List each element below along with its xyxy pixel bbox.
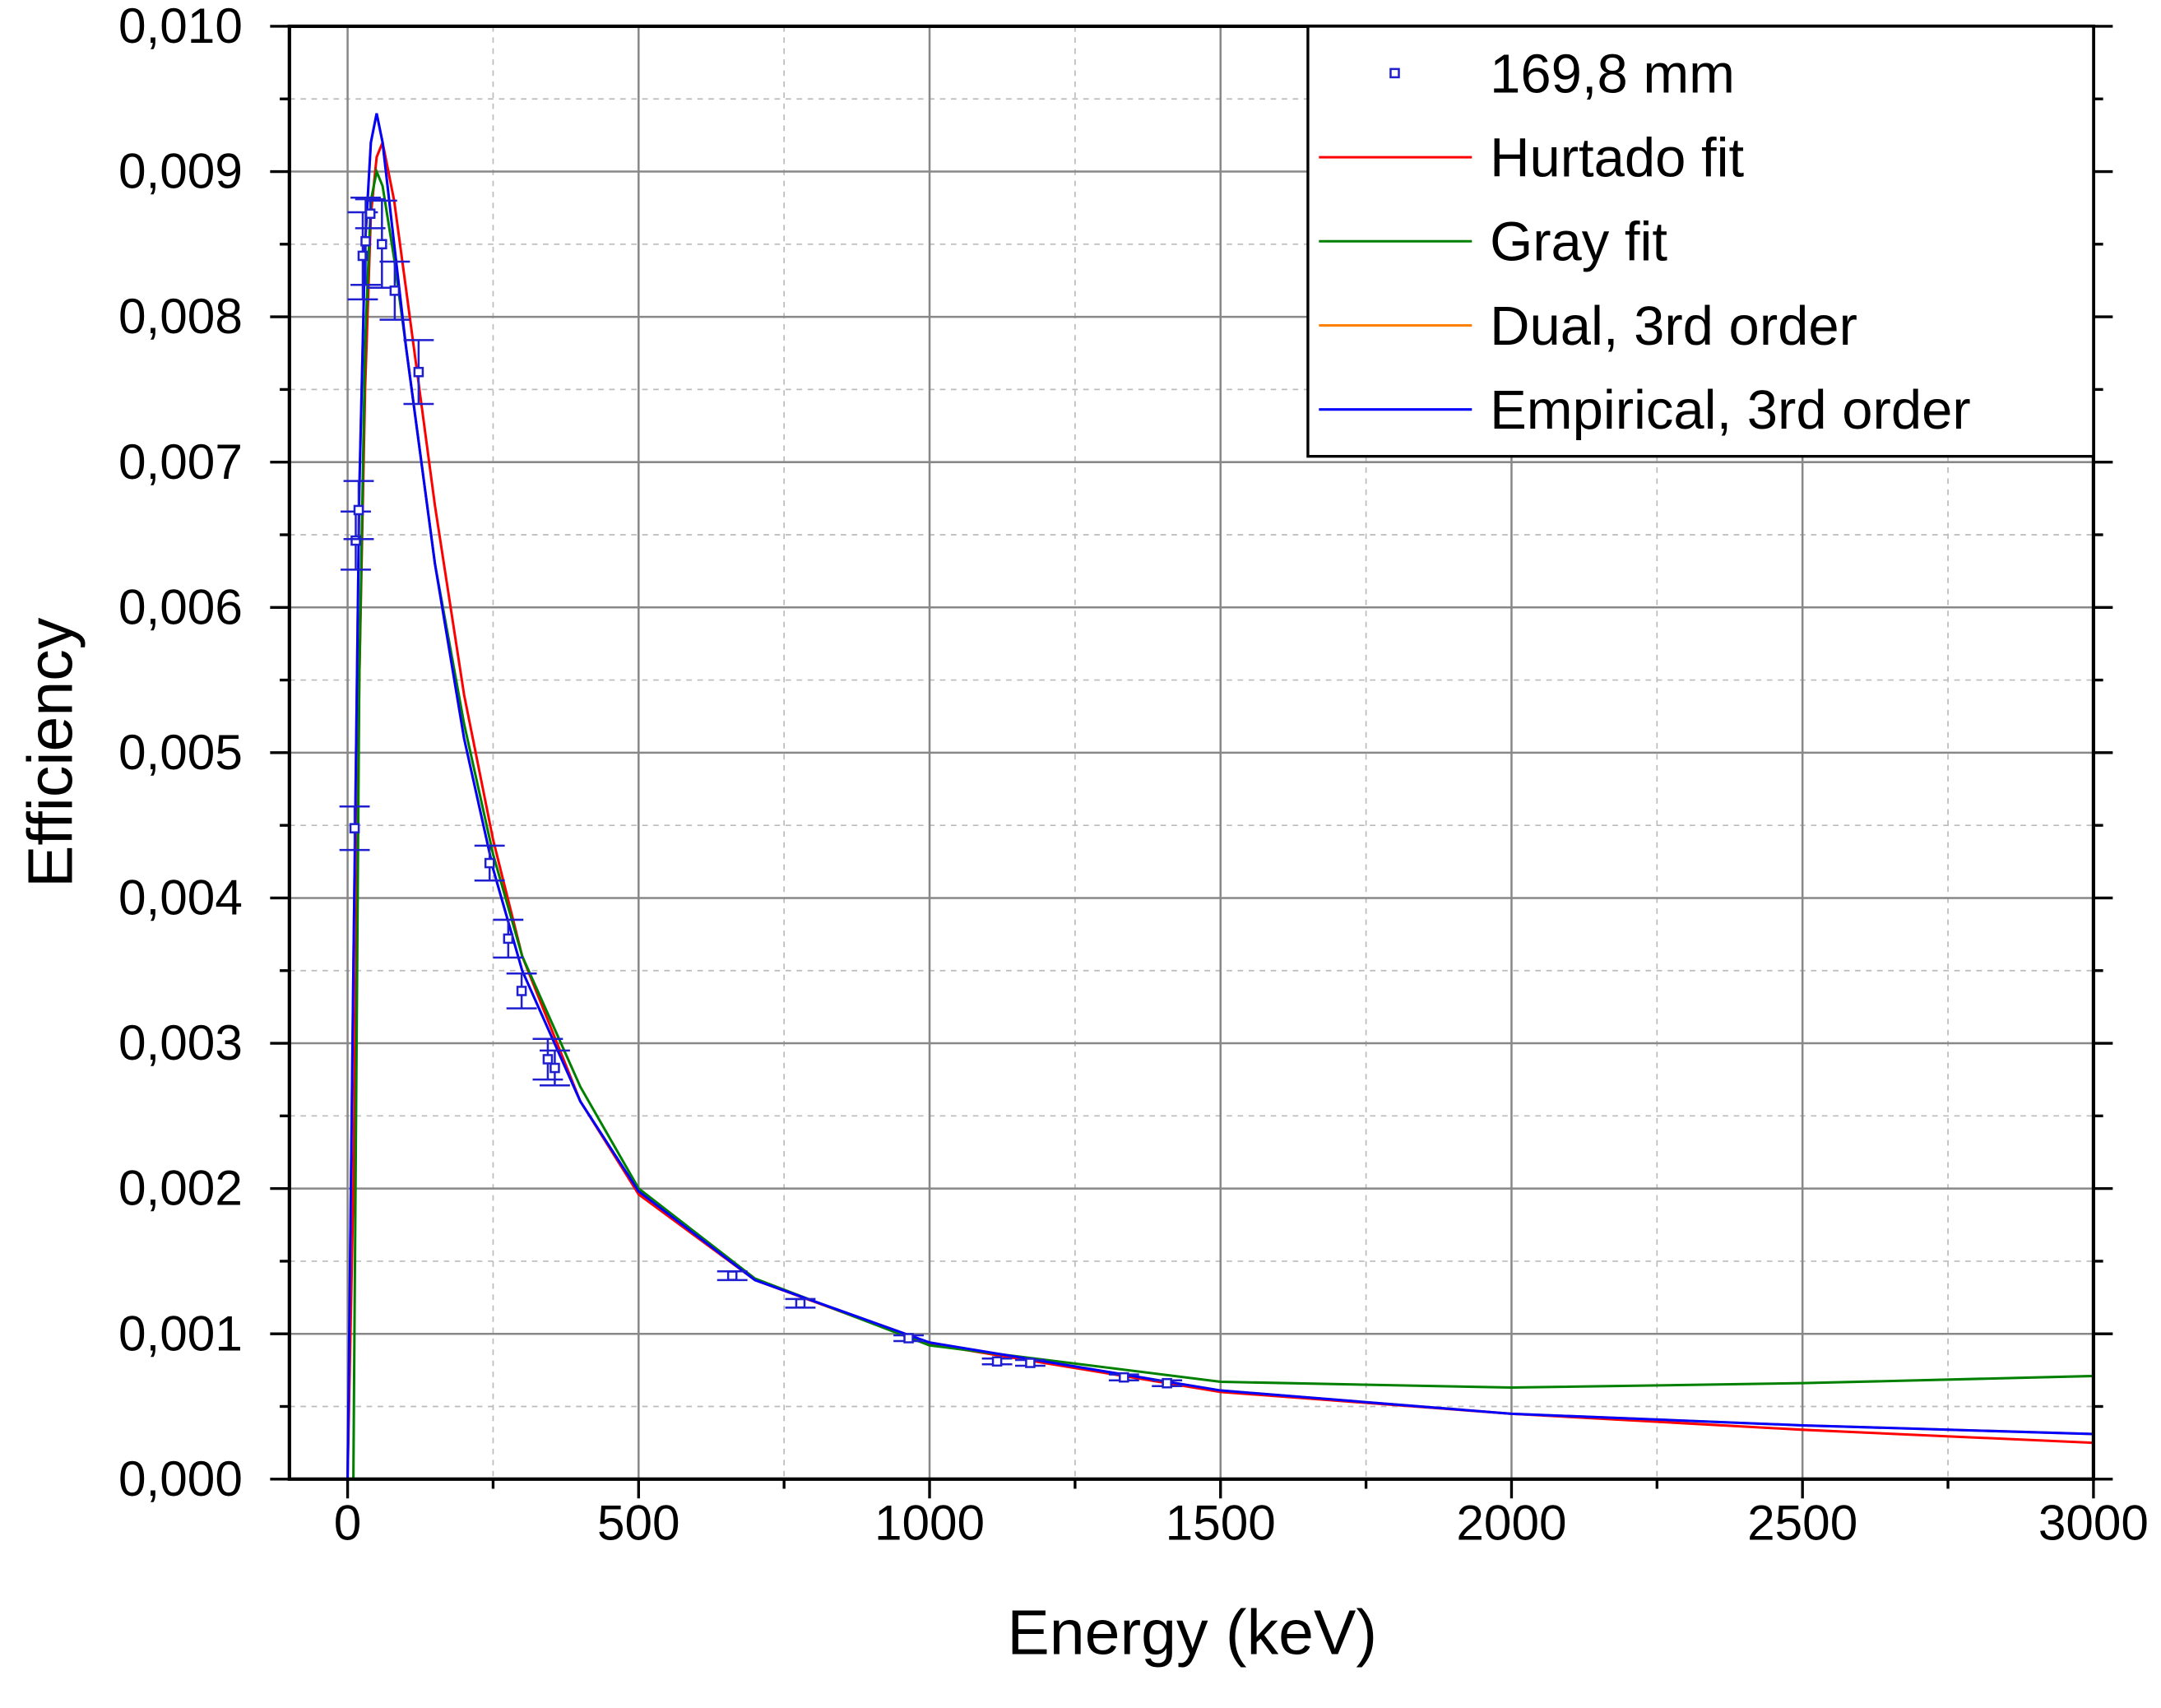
y-tick-label: 0,009 [118,143,243,199]
data-point [355,197,386,230]
data-point [347,211,378,301]
plot-frame [287,24,2096,1481]
data-point [1152,1377,1183,1389]
point-marker [364,208,376,220]
legend-label: Gray fit [1490,211,1667,273]
y-tick-label: 0,005 [118,724,243,780]
point-marker [349,823,360,833]
data-point [493,918,524,959]
data-point [403,339,434,406]
point-marker [516,986,527,996]
legend-label: Dual, 3rd order [1490,295,1857,357]
x-tick-label: 2000 [1456,1495,1566,1551]
y-tick-label: 0,003 [118,1014,243,1070]
data-point [341,510,371,571]
legend-label: 169,8 mm [1490,43,1735,104]
x-tick-label: 2500 [1747,1495,1857,1551]
point-marker [903,1333,914,1344]
x-tick-label: 500 [597,1495,680,1551]
legend-label: Empirical, 3rd order [1490,379,1971,441]
y-axis-title: Efficiency [15,617,86,888]
point-marker [389,285,401,296]
y-tick-label: 0,004 [118,870,243,926]
data-point [343,480,374,541]
data-point [1108,1372,1139,1383]
data-point [716,1270,748,1282]
point-marker [1025,1358,1036,1368]
x-tick-label: 1000 [874,1495,985,1551]
point-marker [542,1054,554,1065]
point-marker [377,239,387,250]
point-marker [350,535,361,546]
point-marker [991,1356,1003,1367]
point-marker [1162,1377,1172,1389]
y-tick-label: 0,007 [118,434,243,490]
data-point [379,260,410,321]
y-tick-label: 0,001 [118,1305,243,1361]
point-marker [726,1270,738,1281]
data-point [506,972,537,1009]
point-marker [413,366,424,378]
legend-marker [1389,67,1400,79]
point-marker [484,857,495,869]
point-marker [1119,1372,1129,1383]
data-point [785,1297,816,1309]
data-point [539,1049,570,1087]
point-marker [353,504,364,516]
data-point [474,844,505,882]
point-marker [503,933,514,945]
y-tick-label: 0,000 [118,1450,243,1506]
data-point [981,1356,1013,1367]
y-tick-label: 0,002 [118,1160,243,1216]
y-tick-label: 0,008 [118,288,243,344]
data-point [532,1037,563,1081]
point-marker [795,1297,806,1309]
x-axis-title: Energy (keV) [1007,1598,1377,1669]
point-marker [357,250,369,262]
legend-label: Hurtado fit [1490,128,1744,189]
x-tick-label: 0 [334,1495,362,1551]
x-tick-label: 1500 [1166,1495,1276,1551]
y-tick-label: 0,006 [118,578,243,634]
x-tick-label: 3000 [2038,1495,2149,1551]
point-marker [360,235,371,247]
point-marker [550,1062,560,1074]
data-point [339,805,370,852]
data-point [893,1333,924,1344]
y-tick-label: 0,010 [118,0,243,53]
data-point [1014,1358,1046,1368]
fit-line [347,167,2094,1479]
